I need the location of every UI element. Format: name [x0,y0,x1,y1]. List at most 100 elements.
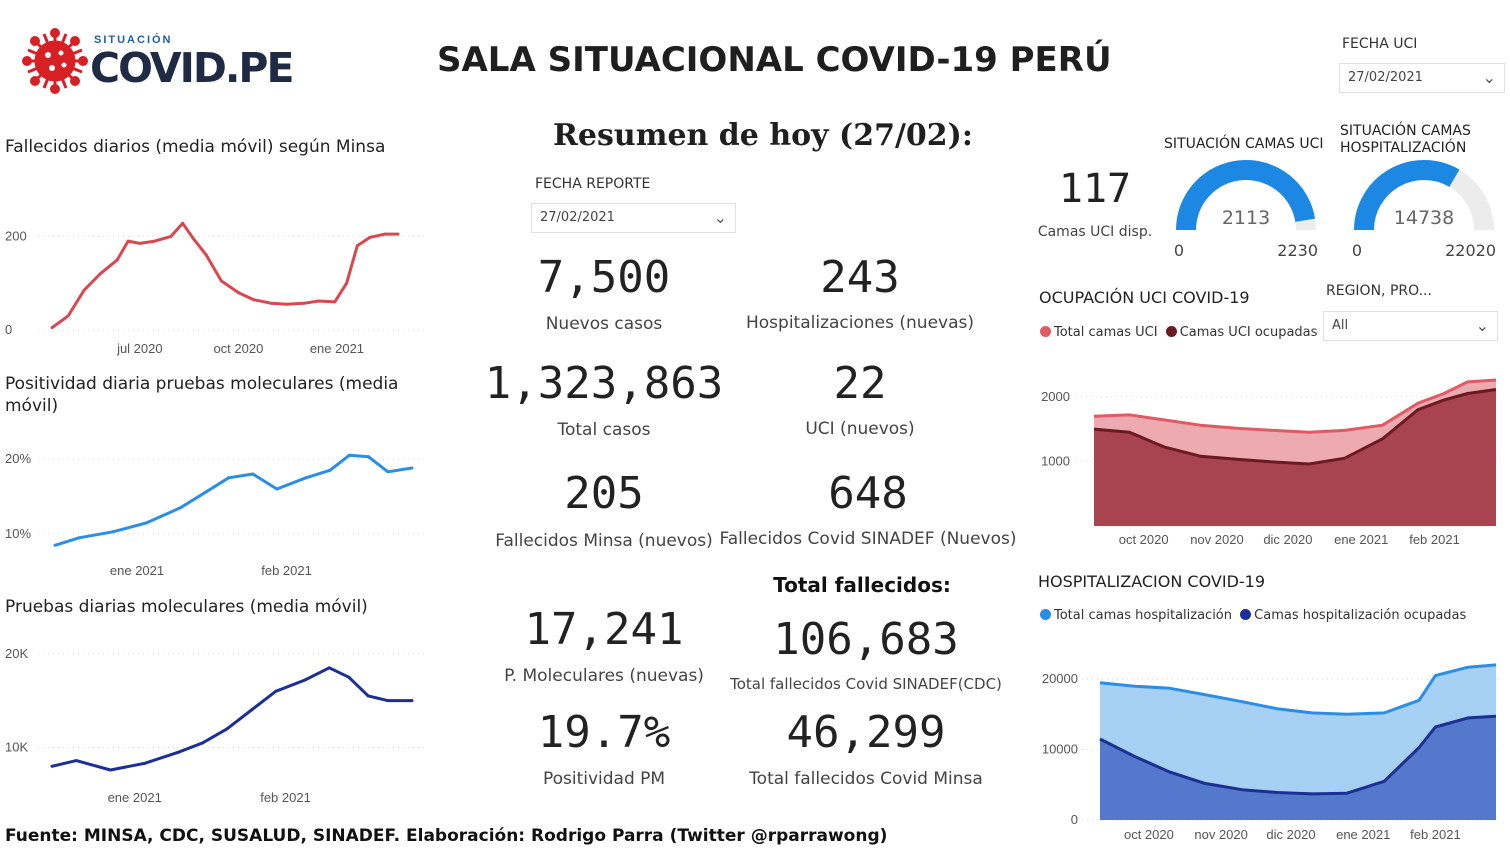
deaths-chart[interactable]: 0 200 jul 2020 oct 2020 ene 2021 [0,175,430,360]
gauge-fill [1354,160,1460,231]
x-tick-label: dic 2020 [1266,827,1315,842]
x-tick-label: oct 2020 [1119,532,1169,547]
data-point [225,727,229,731]
fecha-uci-value: 27/02/2021 [1348,70,1423,85]
data-point [50,326,54,330]
fecha-reporte-value: 27/02/2021 [540,210,615,225]
kpi-hospitalizaciones-label: Hospitalizaciones (nuevas) [746,313,974,333]
y-tick-label: 0 [1071,812,1078,827]
kpi-fallecidos-sinadef-label: Fallecidos Covid SINADEF (Nuevos) [719,529,1017,549]
gauge-hosp-title-1: SITUACIÓN CAMAS [1340,123,1471,139]
x-tick-label: nov 2020 [1190,532,1244,547]
kpi-fallecidos-minsa-label: Fallecidos Minsa (nuevos) [495,531,713,551]
data-point [367,455,371,459]
legend-total-uci: Total camas UCI [1040,325,1158,340]
data-point [138,241,142,245]
legend-dot-total-hosp [1040,609,1051,620]
y-tick-label: 20K [5,646,28,661]
data-point [98,272,102,276]
y-tick-label: 20% [5,451,31,466]
hosp-chart[interactable]: 0 10000 20000 oct 2020 nov 2020 dic 2020 ene 2… [1030,640,1505,845]
data-point [386,470,390,474]
chevron-down-icon: ⌄ [1475,316,1489,335]
data-point [327,666,331,670]
positivity-chart[interactable]: 10% 20% ene 2021 feb 2021 [0,440,430,585]
legend-occ-uci: Camas UCI ocupadas [1165,325,1318,340]
data-point [50,764,54,768]
region-value: All [1332,318,1349,333]
kpi-nuevos-casos-label: Nuevos casos [545,314,663,334]
data-point [145,521,149,525]
uci-available-label: Camas UCI disp. [1037,224,1153,240]
legend-total-uci-label: Total camas UCI [1054,325,1158,340]
region-label: REGION, PRO... [1326,283,1432,299]
fecha-reporte-label: FECHA REPORTE [535,176,651,192]
data-point [366,694,370,698]
deaths-chart-title: Fallecidos diarios (media móvil) según M… [5,137,386,157]
uci-chart[interactable]: 1000 2000 oct 2020 nov 2020 dic 2020 ene 2021… [1030,358,1505,553]
data-point [386,699,390,703]
data-point [153,239,157,243]
kpi-uci-value: 22 [833,358,887,409]
legend-dot-occ-uci [1165,326,1177,337]
series-line [51,666,412,772]
y-tick-label: 10K [5,740,28,755]
legend-occ-hosp: Camas hospitalización ocupadas [1240,608,1466,623]
data-point [347,453,351,457]
gauge-value-label: 14738 [1394,207,1454,229]
fecha-uci-dropdown[interactable]: 27/02/2021 ⌄ [1339,63,1505,93]
x-tick-label: oct 2020 [1124,827,1174,842]
logo[interactable]: SITUACIÓN COVID.PE [22,24,294,99]
data-point [115,258,119,262]
gauge-max-label: 2230 [1277,241,1318,260]
legend-dot-total-uci [1040,326,1051,337]
x-tick-label: oct 2020 [213,341,263,356]
x-tick-label: feb 2021 [261,563,312,578]
page-title: SALA SITUACIONAL COVID-19 PERÚ [437,40,1112,80]
data-point [142,761,146,765]
gauge-uci[interactable]: 2113 0 2230 [1166,158,1326,263]
data-point [203,491,207,495]
kpi-total-minsa-label: Total fallecidos Covid Minsa [749,769,983,789]
data-point [302,301,306,305]
data-point [181,221,185,225]
tests-chart[interactable]: 10K 20K ene 2021 feb 2021 [0,618,430,813]
gauge-fill [1176,159,1316,231]
data-point [328,468,332,472]
data-point [410,466,414,470]
legend-occ-uci-label: Camas UCI ocupadas [1179,325,1318,340]
x-tick-label: ene 2021 [108,790,162,805]
x-tick-label: feb 2021 [1410,827,1461,842]
data-point [396,232,400,236]
chevron-down-icon: ⌄ [713,208,727,227]
gauge-hosp[interactable]: 14738 0 22020 [1344,158,1504,263]
data-point [274,689,278,693]
data-point [317,299,321,303]
data-point [108,768,112,772]
data-point [249,708,253,712]
data-point [219,279,223,283]
data-point [275,487,279,491]
data-point [176,750,180,754]
fecha-uci-label: FECHA UCI [1342,36,1418,52]
x-tick-label: ene 2021 [310,341,364,356]
series-area [1094,389,1496,526]
region-dropdown[interactable]: All ⌄ [1323,311,1498,341]
gauge-min-label: 0 [1352,241,1362,260]
y-tick-label: 20000 [1042,671,1078,686]
kpi-fallecidos-minsa-value: 205 [564,468,644,519]
kpi-total-casos-value: 1,323,863 [484,358,724,409]
series-line [54,453,413,547]
fecha-reporte-dropdown[interactable]: 27/02/2021 ⌄ [531,203,736,233]
x-tick-label: feb 2021 [1409,532,1460,547]
data-point [178,506,182,510]
kpi-total-minsa-value: 46,299 [786,707,946,758]
data-point [304,476,308,480]
y-tick-label: 10% [5,526,31,541]
data-point [82,288,86,292]
data-point [285,302,289,306]
summary-title: Resumen de hoy (27/02): [553,118,973,153]
data-point [251,298,255,302]
logo-small-text: SITUACIÓN [94,34,173,46]
y-tick-label: 2000 [1041,389,1070,404]
